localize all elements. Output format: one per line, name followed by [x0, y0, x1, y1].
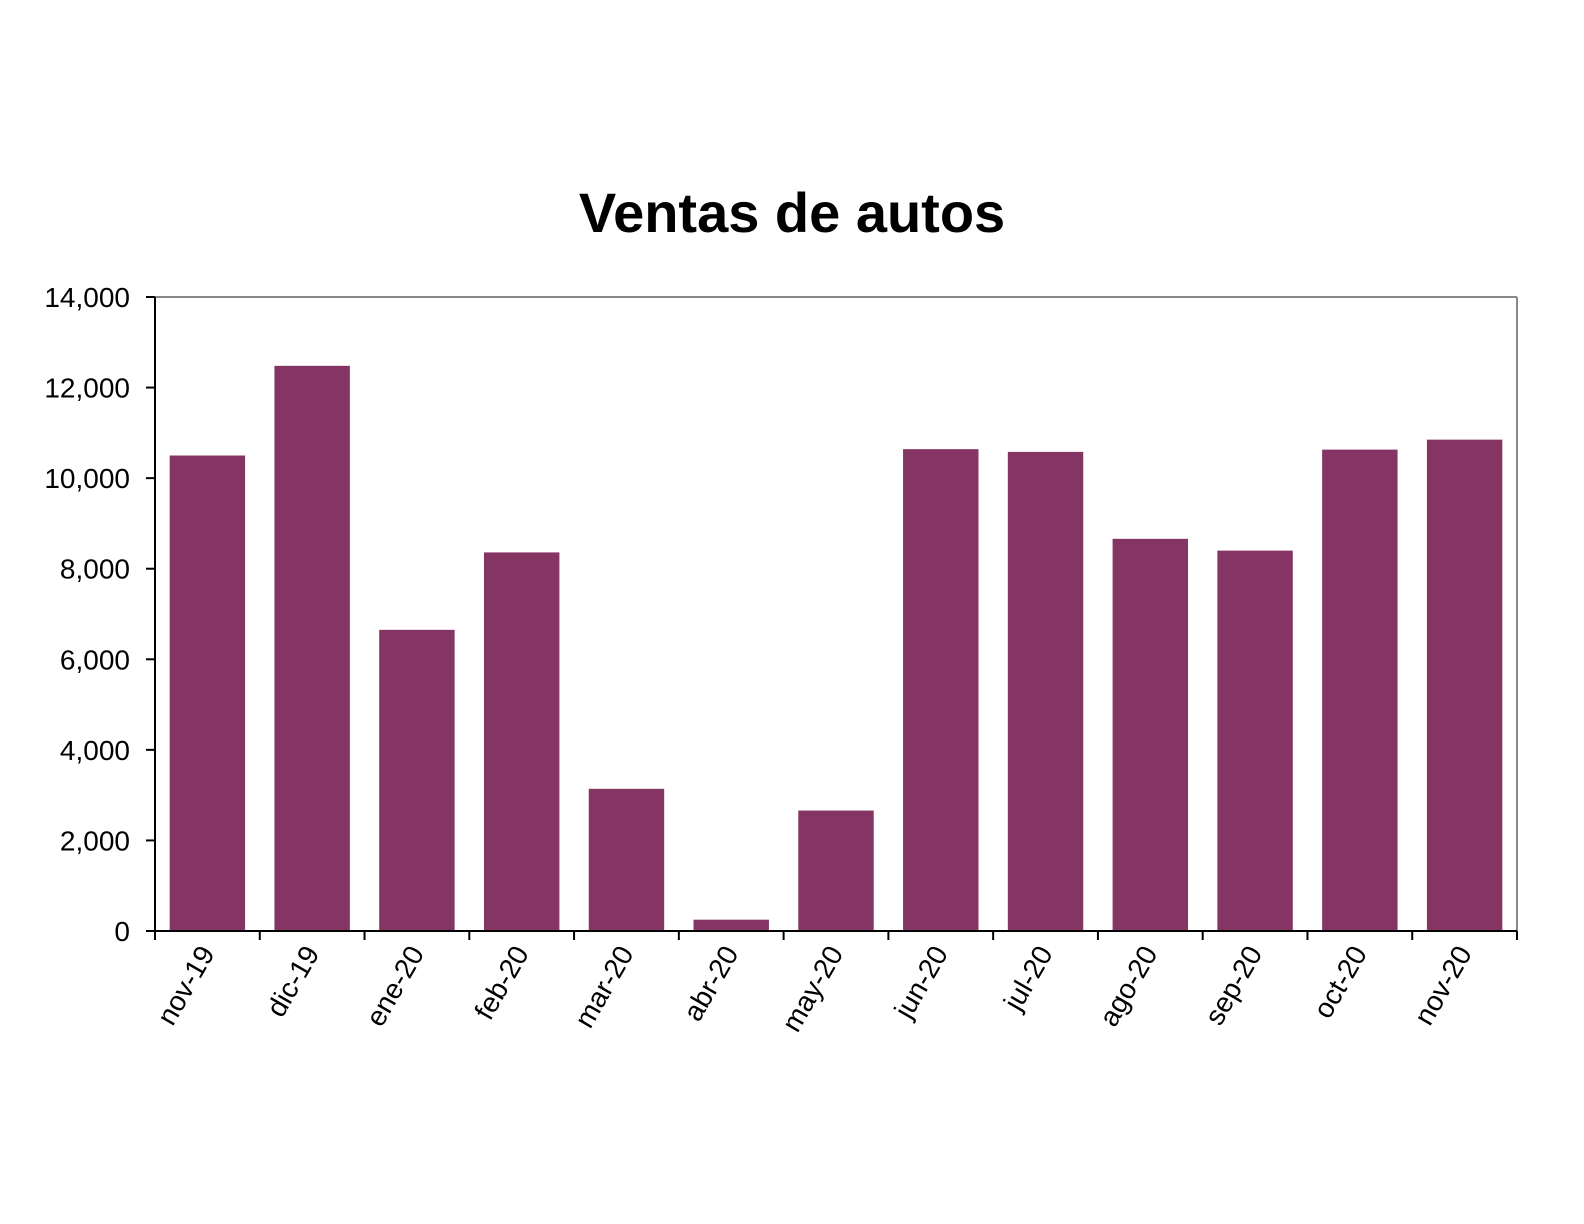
bar-nov-20	[1426, 439, 1503, 931]
x-tick-label-sep-20: sep-20	[1199, 941, 1269, 1031]
bar-ene-20	[379, 629, 455, 931]
bar-feb-20	[483, 552, 560, 931]
x-tick-label-mar-20: mar-20	[568, 941, 639, 1033]
bar-sep-20	[1217, 550, 1293, 931]
x-tick-label-jul-20: jul-20	[997, 941, 1059, 1017]
bar-jul-20	[1007, 451, 1084, 931]
bars-group	[169, 365, 1503, 931]
x-tick-label-nov-19: nov-19	[151, 941, 221, 1031]
bar-abr-20	[693, 919, 769, 931]
x-tick-label-abr-20: abr-20	[677, 941, 744, 1027]
x-tick-label-ago-20: ago-20	[1093, 941, 1163, 1032]
y-tick-label: 12,000	[44, 373, 130, 404]
y-tick-label: 2,000	[60, 825, 130, 856]
x-tick-label-jun-20: jun-20	[888, 941, 954, 1025]
chart-title: Ventas de autos	[578, 181, 1006, 244]
bar-may-20	[798, 810, 874, 931]
bar-ago-20	[1112, 538, 1189, 931]
x-tick-label-ene-20: ene-20	[360, 941, 430, 1032]
bar-jun-20	[903, 449, 979, 931]
x-tick-label-oct-20: oct-20	[1307, 941, 1373, 1024]
y-tick-label: 4,000	[60, 735, 130, 766]
x-axis-labels: nov-19 dic-19 ene-20 feb-20 mar-20 abr-20 may-…	[151, 941, 1478, 1037]
bar-oct-20	[1322, 449, 1398, 931]
bar-mar-20	[588, 788, 665, 931]
y-axis-labels: 0 2,000 4,000 6,000 8,000 10,000 12,000 14,000	[44, 282, 130, 947]
y-tick-label: 0	[114, 916, 130, 947]
x-tick-label-nov-20: nov-20	[1408, 941, 1478, 1031]
axes-group	[146, 296, 1518, 940]
x-tick-label-dic-19: dic-19	[260, 941, 325, 1023]
bar-dic-19	[274, 365, 350, 931]
bar-nov-19	[169, 455, 246, 931]
y-tick-label: 8,000	[60, 554, 130, 585]
y-tick-label: 10,000	[44, 463, 130, 494]
x-tick-label-feb-20: feb-20	[468, 941, 535, 1025]
y-tick-label: 14,000	[44, 282, 130, 313]
y-tick-label: 6,000	[60, 644, 130, 675]
x-tick-label-may-20: may-20	[776, 941, 850, 1037]
